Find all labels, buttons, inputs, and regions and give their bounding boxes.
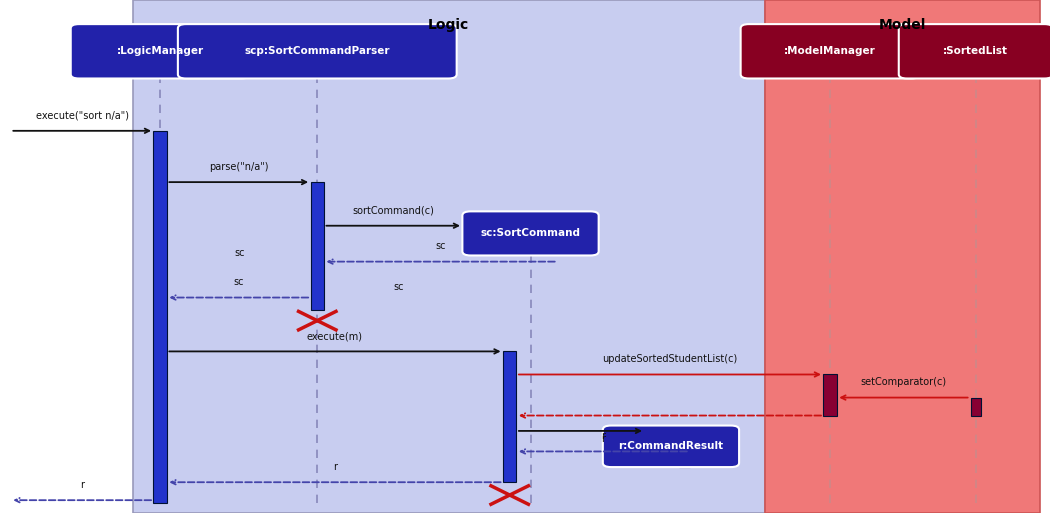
FancyBboxPatch shape <box>462 211 598 255</box>
Text: :LogicManager: :LogicManager <box>117 46 204 56</box>
Text: r: r <box>333 462 337 472</box>
FancyBboxPatch shape <box>679 433 690 467</box>
FancyBboxPatch shape <box>970 398 981 416</box>
FancyBboxPatch shape <box>899 24 1050 78</box>
Text: sc:SortCommand: sc:SortCommand <box>481 228 581 239</box>
Text: execute(m): execute(m) <box>307 331 363 341</box>
FancyBboxPatch shape <box>764 0 1041 513</box>
FancyBboxPatch shape <box>603 426 739 467</box>
FancyBboxPatch shape <box>177 24 457 78</box>
Text: :ModelManager: :ModelManager <box>784 46 876 56</box>
Text: r:CommandResult: r:CommandResult <box>618 441 723 451</box>
Text: r: r <box>602 434 606 444</box>
Text: scp:SortCommandParser: scp:SortCommandParser <box>245 46 390 56</box>
Text: parse("n/a"): parse("n/a") <box>209 162 269 172</box>
FancyBboxPatch shape <box>503 351 517 482</box>
Text: sortCommand(c): sortCommand(c) <box>352 206 434 215</box>
Text: r: r <box>80 480 84 490</box>
Text: sc: sc <box>436 242 446 251</box>
Text: sc: sc <box>234 248 245 258</box>
FancyBboxPatch shape <box>740 24 920 78</box>
Text: sc: sc <box>233 278 244 287</box>
Text: updateSortedStudentList(c): updateSortedStudentList(c) <box>603 354 737 364</box>
FancyBboxPatch shape <box>133 0 764 513</box>
FancyBboxPatch shape <box>823 374 837 416</box>
FancyBboxPatch shape <box>70 24 250 78</box>
FancyBboxPatch shape <box>153 131 167 503</box>
Text: Model: Model <box>879 18 926 32</box>
Text: :SortedList: :SortedList <box>943 46 1008 56</box>
Text: execute("sort n/a"): execute("sort n/a") <box>36 111 129 121</box>
Text: setComparator(c): setComparator(c) <box>860 378 946 387</box>
FancyBboxPatch shape <box>311 182 324 310</box>
Text: r: r <box>601 431 605 441</box>
Text: Logic: Logic <box>428 18 469 32</box>
Text: sc: sc <box>393 283 403 292</box>
